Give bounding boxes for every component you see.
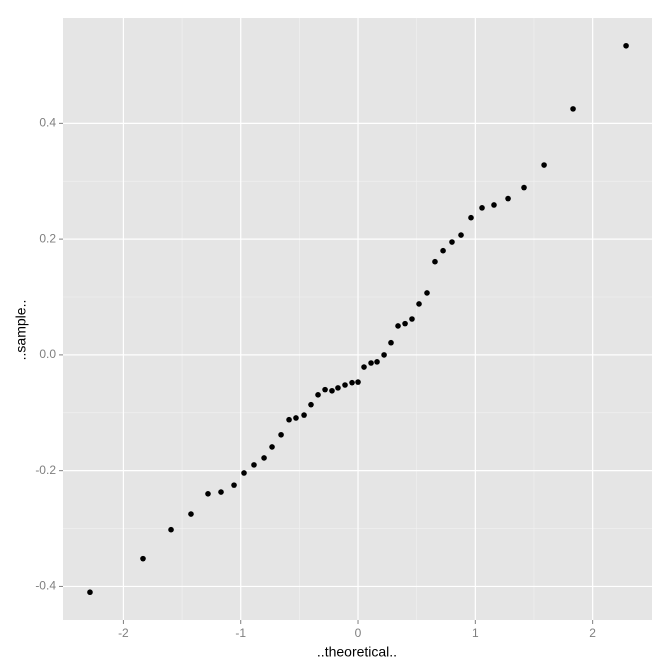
- points: [87, 42, 629, 596]
- grid: [63, 18, 652, 620]
- point: [293, 415, 299, 421]
- x-tick-label: 2: [589, 626, 596, 640]
- point: [505, 195, 511, 202]
- point: [440, 247, 446, 254]
- point: [374, 359, 380, 365]
- point: [355, 379, 361, 385]
- x-tick-label: 0: [355, 626, 362, 640]
- x-tick-label: 1: [472, 626, 479, 640]
- point: [479, 205, 485, 211]
- point: [342, 382, 348, 388]
- point: [251, 462, 257, 468]
- point: [278, 431, 284, 438]
- point: [388, 339, 394, 346]
- y-tick-label: 0.4: [39, 116, 56, 130]
- point: [491, 202, 497, 208]
- point: [241, 470, 247, 476]
- point: [335, 385, 341, 391]
- point: [286, 416, 292, 423]
- point: [349, 379, 355, 386]
- point: [409, 316, 415, 322]
- point: [623, 42, 629, 49]
- x-tick-label: -2: [118, 626, 129, 640]
- point: [315, 392, 321, 398]
- point: [322, 386, 328, 393]
- ticks: -2 -1 0 1 2 -0.4 -0.2 0.0 0.2 0.4: [35, 116, 596, 641]
- point: [168, 526, 174, 533]
- point: [269, 444, 275, 450]
- point: [570, 106, 576, 112]
- point: [361, 364, 367, 370]
- point: [402, 320, 408, 327]
- point: [261, 455, 267, 461]
- y-tick-label: -0.2: [35, 463, 56, 477]
- point: [432, 258, 438, 265]
- y-tick-label: -0.4: [35, 579, 56, 593]
- point: [449, 239, 455, 245]
- point: [458, 232, 464, 238]
- point: [541, 162, 547, 168]
- point: [395, 323, 401, 329]
- point: [468, 214, 474, 221]
- point: [140, 555, 146, 562]
- point: [308, 401, 314, 408]
- point: [188, 511, 194, 517]
- y-tick-label: 0.0: [39, 347, 56, 361]
- point: [381, 352, 387, 358]
- y-tick-label: 0.2: [39, 231, 56, 245]
- point: [329, 387, 335, 394]
- point: [218, 489, 224, 495]
- point: [87, 589, 93, 596]
- x-axis-title: ..theoretical..: [317, 644, 397, 660]
- point: [301, 412, 307, 418]
- point: [368, 360, 374, 366]
- y-axis-title: ..sample..: [13, 300, 29, 361]
- point: [416, 301, 422, 307]
- point: [424, 290, 430, 296]
- point: [231, 482, 237, 488]
- point: [521, 184, 527, 191]
- point: [205, 491, 211, 497]
- x-tick-label: -1: [235, 626, 246, 640]
